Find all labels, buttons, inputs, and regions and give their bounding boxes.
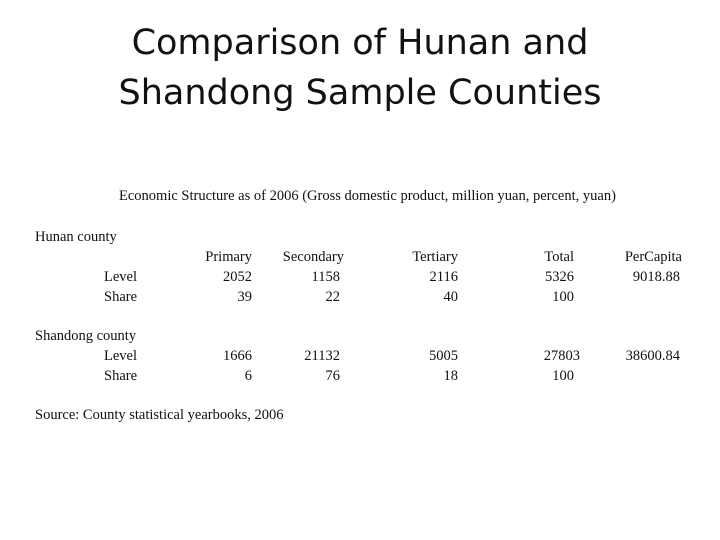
cell-shandong-level-percapita: 38600.84 <box>625 348 680 364</box>
row-label-hunan-level: Level <box>104 269 138 285</box>
column-header-secondary: Secondary <box>282 249 344 265</box>
cell-hunan-level-secondary: 1158 <box>311 269 340 285</box>
row-label-hunan-share: Share <box>104 289 138 305</box>
cell-shandong-level-tertiary: 5005 <box>429 348 458 364</box>
column-header-tertiary: Tertiary <box>412 249 458 265</box>
slide-title-line-1: Comparison of Hunan and <box>131 23 589 63</box>
slide-title-line-2: Shandong Sample Counties <box>118 73 602 113</box>
group-name-hunan: Hunan county <box>35 229 117 245</box>
cell-shandong-share-secondary: 76 <box>325 368 341 384</box>
table-caption: Economic Structure as of 2006 (Gross dom… <box>119 188 616 204</box>
cell-hunan-share-total: 100 <box>552 289 574 305</box>
column-header-primary: Primary <box>205 249 252 265</box>
cell-hunan-share-primary: 39 <box>237 289 253 305</box>
cell-hunan-level-total: 5326 <box>545 269 574 285</box>
row-label-shandong-level: Level <box>104 348 138 364</box>
cell-hunan-level-primary: 2052 <box>223 269 252 285</box>
cell-shandong-share-tertiary: 18 <box>443 368 459 384</box>
cell-hunan-level-percapita: 9018.88 <box>632 269 680 285</box>
cell-shandong-share-primary: 6 <box>244 368 252 384</box>
cell-shandong-share-total: 100 <box>552 368 574 384</box>
cell-shandong-level-primary: 1666 <box>223 348 252 364</box>
cell-shandong-level-secondary: 21132 <box>304 348 340 364</box>
cell-hunan-share-secondary: 22 <box>325 289 341 305</box>
group-name-shandong: Shandong county <box>35 328 137 344</box>
column-header-percapita: PerCapita <box>624 249 682 265</box>
table-source-note: Source: County statistical yearbooks, 20… <box>35 407 284 423</box>
row-label-shandong-share: Share <box>104 368 138 384</box>
column-header-total: Total <box>544 249 574 265</box>
cell-shandong-level-total: 27803 <box>543 348 580 364</box>
cell-hunan-share-tertiary: 40 <box>443 289 459 305</box>
slide-title: Comparison of Hunan and Shandong Sample … <box>0 18 720 118</box>
cell-hunan-level-tertiary: 2116 <box>429 269 458 285</box>
